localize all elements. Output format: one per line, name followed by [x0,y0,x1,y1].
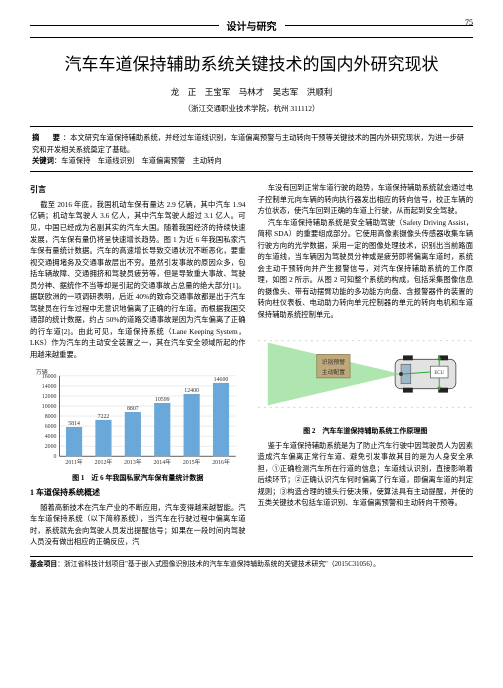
section-label: 设计与研究 [219,18,285,33]
svg-text:8000: 8000 [45,414,57,420]
right-paragraph-3: 鉴于车道保持辅助系统是为了防止汽车行驶中因驾驶员人为因素造成汽车偏离正常行车道、… [258,440,474,509]
svg-text:ECU: ECU [434,371,444,376]
svg-text:12400: 12400 [184,388,199,394]
left-column: 引言 截至 2016 年底，我国机动车保有量达 2.9 亿辆，其中汽车 1.94… [30,182,246,548]
svg-text:10000: 10000 [42,404,57,410]
page: 设计与研究 75 汽车车道保持辅助系统关键技术的国内外研究现状 龙 正 王宝军 … [0,0,503,688]
abstract-label: 摘 要 [32,133,63,142]
keywords-text: ：车道保持 车道线识别 车道偏离预警 主动转向 [54,156,222,165]
svg-text:8807: 8807 [127,406,139,412]
intro-heading: 引言 [30,184,246,197]
footer-text: ：浙江省科技计划项目"基于嵌入式图像识别技术的汽车车道保持辅助系统的关键技术研究… [57,561,380,568]
page-number: 75 [465,18,473,27]
svg-text:识别预警: 识别预警 [321,358,345,366]
footer: 基金项目：浙江省科技计划项目"基于嵌入式图像识别技术的汽车车道保持辅助系统的关键… [30,556,473,570]
figure-2-caption: 图 2 汽车车道保持辅助系统工作原理图 [258,426,474,437]
section-header: 设计与研究 [30,18,473,33]
abstract-block: 摘 要：本文研究车道保持辅助系统，并经过车道线识别，车道偏离预警与主动转向干预等… [30,126,473,172]
rule-left [30,25,219,26]
rule-right [285,25,474,26]
svg-text:主动配置: 主动配置 [321,368,345,376]
svg-text:2011年: 2011年 [65,458,83,466]
right-paragraph-2: 汽车车道保持辅助系统是安全辅助驾驶（Safety Driving Assist，… [258,217,474,321]
figure-1-caption: 图 1 近 6 年我国私家汽车保有量统计数据 [30,473,246,484]
svg-text:5814: 5814 [68,421,80,427]
svg-text:14600: 14600 [214,377,229,383]
svg-text:6000: 6000 [45,424,57,430]
figure-1-chart: 万辆 0200040006000800010000120001400016000… [30,363,246,473]
svg-text:2014年: 2014年 [153,458,171,466]
svg-text:2013年: 2013年 [124,458,142,466]
keywords-label: 关键词 [32,156,54,165]
svg-text:2000: 2000 [45,444,57,450]
svg-text:10599: 10599 [155,397,170,403]
svg-text:12000: 12000 [42,394,57,400]
right-column: 车没有回到正常车道行驶的趋势，车道保持辅助系统就会通过电子控制单元向车辆的转向执… [258,182,474,548]
intro-paragraph: 截至 2016 年底，我国机动车保有量达 2.9 亿辆，其中汽车 1.94 亿辆… [30,199,246,360]
svg-text:14000: 14000 [42,384,57,390]
svg-text:16000: 16000 [42,374,57,380]
svg-text:4000: 4000 [45,434,57,440]
footer-label: 基金项目 [30,561,57,568]
section-1-heading: 1 车道保持系统概述 [30,487,246,500]
right-paragraph-1: 车没有回到正常车道行驶的趋势，车道保持辅助系统就会通过电子控制单元向车辆的转向执… [258,182,474,217]
section-1-paragraph: 随着高新技术在汽车产业的不断应用，汽车变得越来越智能。汽车车道保持系统（以下简称… [30,502,246,548]
bar-chart-svg: 万辆 0200040006000800010000120001400016000… [30,363,246,473]
figure-2-diagram: ECU 识别预警主动配置 [258,324,474,424]
abstract-text: ：本文研究车道保持辅助系统，并经过车道线识别，车道偏离预警与主动转向干预等关键技… [32,133,464,153]
abstract-line: 摘 要：本文研究车道保持辅助系统，并经过车道线识别，车道偏离预警与主动转向干预等… [32,132,471,155]
affiliation: （浙江交通职业技术学院，杭州 311112） [30,103,473,114]
rule-thin [30,37,473,38]
authors: 龙 正 王宝军 马林才 吴志军 洪顺利 [30,86,473,98]
svg-text:2012年: 2012年 [95,458,113,466]
svg-text:2015年: 2015年 [183,458,201,466]
diagram-svg: ECU 识别预警主动配置 [258,324,474,424]
svg-text:0: 0 [54,454,57,460]
article-title: 汽车车道保持辅助系统关键技术的国内外研究现状 [30,54,473,77]
svg-text:7222: 7222 [98,414,110,420]
keywords-line: 关键词：车道保持 车道线识别 车道偏离预警 主动转向 [32,155,471,166]
svg-text:2016年: 2016年 [212,458,230,466]
body-columns: 引言 截至 2016 年底，我国机动车保有量达 2.9 亿辆，其中汽车 1.94… [30,182,473,548]
